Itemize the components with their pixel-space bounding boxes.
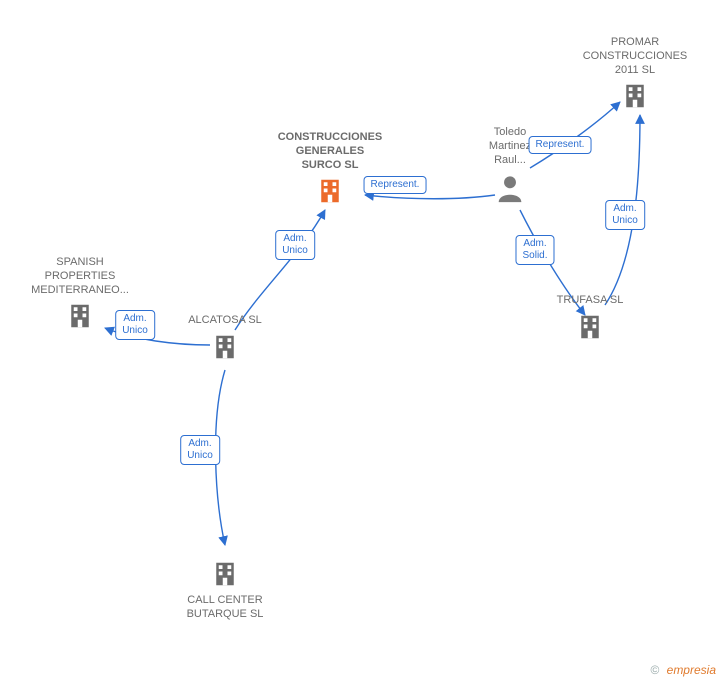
edge-label: Represent. (529, 136, 592, 154)
node-label: CONSTRUCCIONES GENERALES SURCO SL (270, 131, 390, 172)
person-icon (493, 171, 527, 210)
building-icon (210, 332, 240, 367)
edge-label: Adm. Unico (115, 310, 155, 340)
brand: empresia (667, 663, 716, 677)
edge-label: Represent. (364, 176, 427, 194)
node-trufasa[interactable]: TRUFASA SL (530, 294, 650, 347)
node-label: SPANISH PROPERTIES MEDITERRANEO... (20, 256, 140, 297)
building-icon (575, 312, 605, 347)
building-icon (620, 81, 650, 116)
node-label: PROMAR CONSTRUCCIONES 2011 SL (575, 36, 695, 77)
node-callcb[interactable]: CALL CENTER BUTARQUE SL (165, 555, 285, 622)
copyright-symbol: © (650, 663, 659, 677)
edge-label: Adm. Unico (605, 200, 645, 230)
node-alcatosa[interactable]: ALCATOSA SL (165, 314, 285, 367)
building-icon (315, 176, 345, 211)
diagram-canvas: CONSTRUCCIONES GENERALES SURCO SL PROMAR… (0, 0, 728, 685)
node-label: TRUFASA SL (530, 294, 650, 308)
footer: © empresia (650, 663, 716, 677)
edge-label: Adm. Solid. (515, 235, 554, 265)
edge-label: Adm. Unico (180, 435, 220, 465)
edge-label: Adm. Unico (275, 230, 315, 260)
building-icon (65, 301, 95, 336)
node-promar[interactable]: PROMAR CONSTRUCCIONES 2011 SL (575, 36, 695, 116)
edge-alcatosa-surco (235, 210, 325, 330)
node-surco[interactable]: CONSTRUCCIONES GENERALES SURCO SL (270, 131, 390, 211)
building-icon (210, 559, 240, 594)
node-label: CALL CENTER BUTARQUE SL (165, 594, 285, 622)
node-label: ALCATOSA SL (165, 314, 285, 328)
